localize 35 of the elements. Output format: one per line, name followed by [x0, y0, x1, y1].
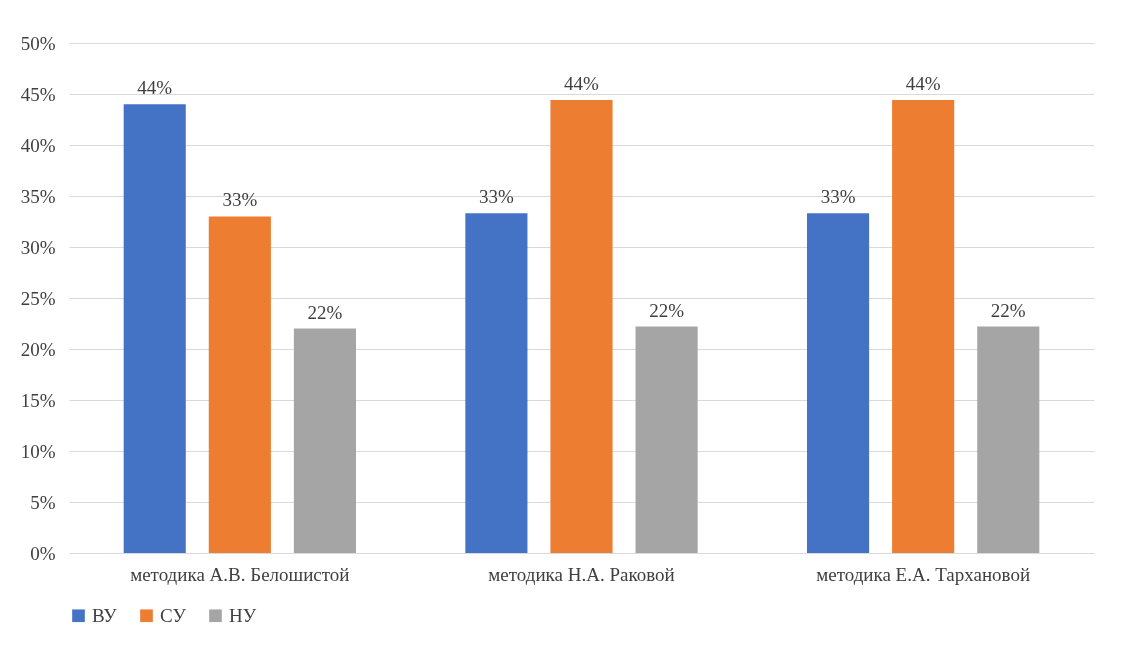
y-tick-label: 5% — [30, 491, 56, 513]
x-tick-label: методика А.В. Белошистой — [130, 563, 350, 585]
data-label: 33% — [222, 189, 258, 211]
data-label: 22% — [307, 301, 343, 323]
legend-label: ВУ — [92, 604, 118, 626]
y-tick-label: 40% — [20, 134, 56, 156]
y-tick-label: 35% — [20, 185, 56, 207]
x-tick-label: методика Н.А. Раковой — [488, 563, 675, 585]
y-tick-label: 10% — [20, 440, 56, 462]
bar — [465, 213, 528, 553]
y-tick-label: 45% — [20, 83, 56, 105]
bar — [977, 326, 1040, 553]
data-label: 33% — [478, 186, 514, 208]
bar — [807, 213, 870, 553]
y-tick-label: 50% — [20, 32, 56, 54]
y-tick-label: 0% — [30, 542, 56, 564]
bar — [550, 100, 613, 553]
data-label: 22% — [649, 299, 685, 321]
data-label: 33% — [820, 186, 856, 208]
bar — [208, 216, 271, 553]
data-label: 22% — [990, 299, 1026, 321]
bar — [293, 328, 356, 553]
x-tick-label: методика Е.А. Тархановой — [816, 563, 1031, 585]
bar — [892, 100, 955, 553]
y-tick-label: 20% — [20, 338, 56, 360]
legend-label: СУ — [160, 604, 187, 626]
legend-label: НУ — [229, 604, 257, 626]
y-tick-label: 30% — [20, 236, 56, 258]
data-label: 44% — [564, 73, 600, 95]
data-label: 44% — [137, 77, 173, 99]
y-tick-label: 25% — [20, 287, 56, 309]
y-tick-label: 15% — [20, 389, 56, 411]
bar — [123, 104, 186, 553]
bar — [635, 326, 698, 553]
data-label: 44% — [905, 73, 941, 95]
